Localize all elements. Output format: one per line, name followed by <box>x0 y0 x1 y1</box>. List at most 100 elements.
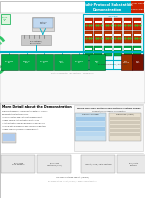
Text: Demonstration: Demonstration <box>93 8 122 12</box>
FancyBboxPatch shape <box>85 18 93 30</box>
FancyBboxPatch shape <box>85 1 131 13</box>
FancyBboxPatch shape <box>71 54 88 70</box>
FancyBboxPatch shape <box>134 31 141 43</box>
Text: IED Gateway/
Concentrator: IED Gateway/ Concentrator <box>30 40 42 44</box>
FancyBboxPatch shape <box>114 18 122 30</box>
FancyBboxPatch shape <box>0 13 145 103</box>
FancyBboxPatch shape <box>134 18 141 30</box>
FancyBboxPatch shape <box>1 14 10 24</box>
FancyBboxPatch shape <box>117 155 149 173</box>
Text: DNP3
Key Mgr: DNP3 Key Mgr <box>123 61 129 63</box>
FancyBboxPatch shape <box>76 122 105 126</box>
FancyBboxPatch shape <box>75 113 106 141</box>
FancyBboxPatch shape <box>85 48 92 50</box>
FancyBboxPatch shape <box>110 125 140 128</box>
Text: DNP3 Forge: DNP3 Forge <box>131 9 144 10</box>
Text: Secure
Auth
v5: Secure Auth v5 <box>2 17 8 21</box>
FancyBboxPatch shape <box>131 1 144 7</box>
FancyBboxPatch shape <box>104 31 112 43</box>
FancyBboxPatch shape <box>114 48 121 50</box>
FancyBboxPatch shape <box>134 21 141 23</box>
Text: Protocol Converter    IEC Test Tool    Compliance: Protocol Converter IEC Test Tool Complia… <box>51 73 93 74</box>
FancyBboxPatch shape <box>85 21 92 23</box>
FancyBboxPatch shape <box>2 133 16 143</box>
FancyBboxPatch shape <box>32 17 54 31</box>
FancyBboxPatch shape <box>1 155 35 173</box>
Text: Import / Tools / LDAP Test-Tool: Import / Tools / LDAP Test-Tool <box>84 163 111 165</box>
FancyBboxPatch shape <box>124 46 132 56</box>
Text: Which Dyn Free Protocol and Protocol Testing Allows: Which Dyn Free Protocol and Protocol Tes… <box>77 107 140 109</box>
Text: IEC 61850 Interop Toolkit (Library) — DNP3 Forge Integration: IEC 61850 Interop Toolkit (Library) — DN… <box>48 180 96 182</box>
FancyBboxPatch shape <box>124 34 131 35</box>
Text: IED Panel: IED Panel <box>108 16 118 17</box>
FancyBboxPatch shape <box>21 35 51 45</box>
FancyBboxPatch shape <box>110 121 140 124</box>
FancyBboxPatch shape <box>85 31 93 43</box>
FancyBboxPatch shape <box>95 21 102 23</box>
FancyBboxPatch shape <box>85 34 92 35</box>
FancyBboxPatch shape <box>105 34 112 35</box>
FancyBboxPatch shape <box>114 21 121 23</box>
FancyBboxPatch shape <box>1 54 18 70</box>
Text: More Detail about the Demonstration: More Detail about the Demonstration <box>2 105 72 109</box>
FancyBboxPatch shape <box>104 18 112 30</box>
FancyBboxPatch shape <box>89 54 105 70</box>
FancyBboxPatch shape <box>134 48 141 50</box>
Text: DNP3 Key Manager: DNP3 Key Manager <box>82 113 99 114</box>
Text: • Key update mechanism and key wrap algorithm: • Key update mechanism and key wrap algo… <box>2 126 46 127</box>
FancyBboxPatch shape <box>18 54 35 70</box>
Text: DNP3
Forge: DNP3 Forge <box>136 61 140 63</box>
Text: IEC 61850 Interop Toolkit (Library): IEC 61850 Interop Toolkit (Library) <box>56 176 89 178</box>
FancyBboxPatch shape <box>94 46 102 56</box>
Text: • Key derivation and certificate management: • Key derivation and certificate managem… <box>2 117 42 118</box>
FancyBboxPatch shape <box>110 129 140 132</box>
Text: • Authentication challenge-response handshake: • Authentication challenge-response hand… <box>2 123 45 124</box>
FancyBboxPatch shape <box>95 48 102 50</box>
FancyBboxPatch shape <box>109 113 141 141</box>
Text: Test Tool
Laptop: Test Tool Laptop <box>39 22 47 24</box>
FancyBboxPatch shape <box>134 34 141 35</box>
Text: IEC 61968
CIM: IEC 61968 CIM <box>5 61 13 63</box>
Text: Subst.
Proxy: Subst. Proxy <box>59 61 64 63</box>
Text: IEC 61850
Svr: IEC 61850 Svr <box>40 61 48 63</box>
FancyBboxPatch shape <box>124 18 132 30</box>
Text: IEC 61850
Test Tools (level): IEC 61850 Test Tools (level) <box>47 163 61 166</box>
FancyBboxPatch shape <box>36 54 53 70</box>
FancyBboxPatch shape <box>105 48 112 50</box>
FancyBboxPatch shape <box>74 105 143 151</box>
FancyBboxPatch shape <box>124 48 131 50</box>
Text: Multi-Protocol Substation: Multi-Protocol Substation <box>82 3 133 7</box>
Text: DNP3 SA
Outs.: DNP3 SA Outs. <box>23 61 30 63</box>
Text: DNP3 Key Manager: DNP3 Key Manager <box>127 3 147 4</box>
FancyBboxPatch shape <box>54 54 70 70</box>
FancyBboxPatch shape <box>104 46 112 56</box>
FancyBboxPatch shape <box>76 127 105 131</box>
FancyBboxPatch shape <box>76 132 105 136</box>
FancyBboxPatch shape <box>124 31 132 43</box>
FancyBboxPatch shape <box>81 155 115 173</box>
Text: Complete/Conformance cross-section: Complete/Conformance cross-section <box>92 110 125 112</box>
FancyBboxPatch shape <box>95 34 102 35</box>
Text: IEC 61968
Data Gateway: IEC 61968 Data Gateway <box>12 163 24 165</box>
FancyBboxPatch shape <box>3 134 15 141</box>
Text: • DNP3 over TCP/IP session management: • DNP3 over TCP/IP session management <box>2 129 38 130</box>
FancyBboxPatch shape <box>114 46 122 56</box>
FancyBboxPatch shape <box>110 133 140 136</box>
FancyBboxPatch shape <box>83 14 143 69</box>
Text: IEC 61850 Process Bus / Station Bus: IEC 61850 Process Bus / Station Bus <box>98 63 128 65</box>
FancyBboxPatch shape <box>0 1 145 197</box>
FancyBboxPatch shape <box>114 34 121 35</box>
FancyBboxPatch shape <box>121 54 132 70</box>
Text: IEC 60870
Svr: IEC 60870 Svr <box>75 61 83 63</box>
FancyBboxPatch shape <box>94 18 102 30</box>
FancyBboxPatch shape <box>85 46 93 56</box>
FancyBboxPatch shape <box>94 31 102 43</box>
FancyBboxPatch shape <box>37 155 71 173</box>
FancyBboxPatch shape <box>76 117 105 121</box>
Text: IEC / LDAP
Test-Tool: IEC / LDAP Test-Tool <box>129 162 139 166</box>
FancyBboxPatch shape <box>131 7 144 12</box>
FancyBboxPatch shape <box>124 21 131 23</box>
FancyBboxPatch shape <box>114 31 122 43</box>
Text: DNP3
Svr: DNP3 Svr <box>95 61 99 63</box>
Text: • DNP3 Secure Authentication Protocol v5: • DNP3 Secure Authentication Protocol v5 <box>2 120 39 121</box>
